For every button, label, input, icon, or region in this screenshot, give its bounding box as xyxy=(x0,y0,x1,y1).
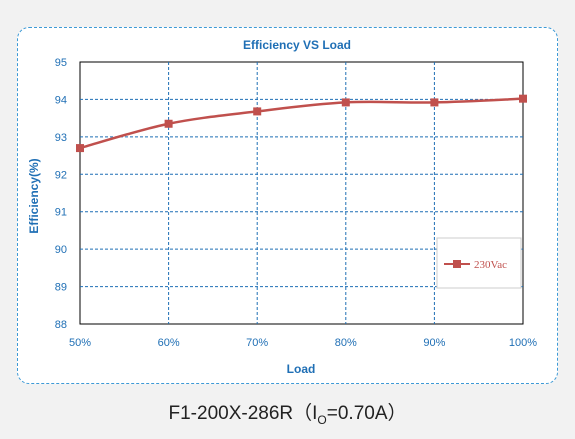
data-point-marker xyxy=(430,98,439,107)
data-point-marker xyxy=(253,107,262,116)
y-axis-label: Efficiency(%) xyxy=(27,158,41,233)
data-point-marker xyxy=(341,98,350,107)
chart-title: Efficiency VS Load xyxy=(243,38,351,52)
grid-lines xyxy=(80,62,523,324)
legend: 230Vac xyxy=(436,237,522,289)
tick-labels: 88 89 90 91 92 93 94 95 50% 60% 70% 80% 90% 100% xyxy=(55,57,538,349)
x-tick-label: 60% xyxy=(158,337,180,349)
y-tick-label: 90 xyxy=(55,244,67,256)
x-tick-label: 90% xyxy=(423,337,445,349)
caption-subscript: O xyxy=(317,412,327,427)
data-point-marker xyxy=(164,119,173,128)
series-layer xyxy=(76,94,527,153)
series-line xyxy=(79,97,524,150)
caption: F1-200X-286R（IO=0.70A） xyxy=(0,398,575,427)
legend-label: 230Vac xyxy=(474,259,507,271)
x-tick-label: 70% xyxy=(246,337,268,349)
y-tick-label: 93 xyxy=(55,132,67,144)
y-tick-label: 88 xyxy=(55,319,67,331)
x-tick-label: 100% xyxy=(509,337,537,349)
y-tick-label: 95 xyxy=(55,57,67,69)
y-tick-label: 91 xyxy=(55,207,67,219)
legend-marker xyxy=(453,260,461,268)
x-tick-label: 80% xyxy=(335,337,357,349)
x-tick-label: 50% xyxy=(69,337,91,349)
caption-prefix: F1-200X-286R（I xyxy=(168,403,318,424)
data-point-marker xyxy=(76,144,84,153)
data-point-marker xyxy=(519,94,527,103)
y-tick-label: 94 xyxy=(55,94,67,106)
x-axis-label: Load xyxy=(287,362,316,376)
y-tick-label: 92 xyxy=(55,169,67,181)
y-tick-label: 89 xyxy=(55,282,67,294)
caption-suffix: =0.70A） xyxy=(326,403,407,424)
